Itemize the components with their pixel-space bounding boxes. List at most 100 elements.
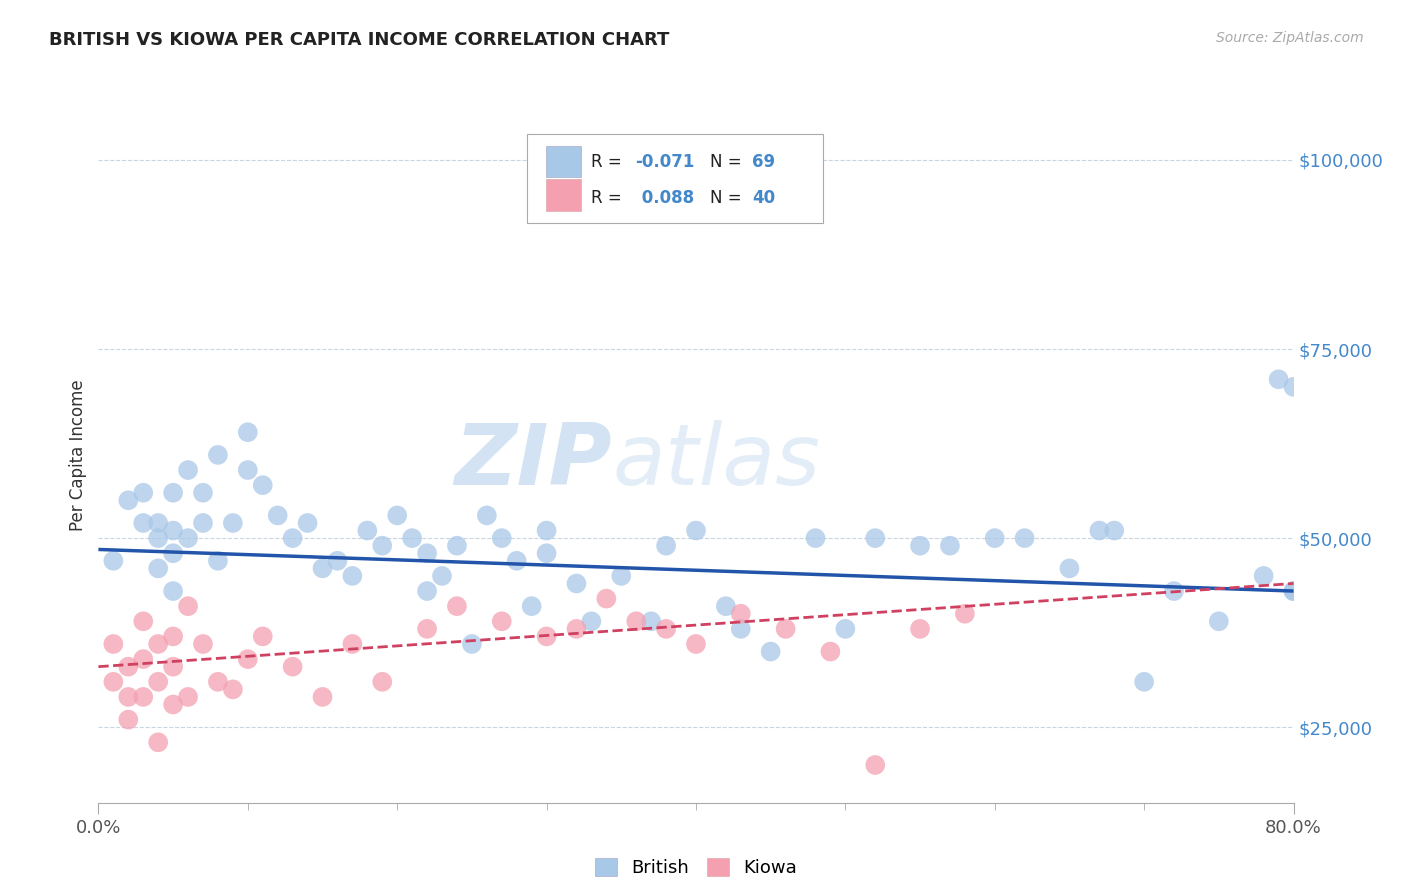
Point: [177, 690, 200, 704]
Point: [103, 554, 125, 568]
Text: 69: 69: [752, 153, 775, 171]
Point: [1208, 615, 1230, 629]
Point: [162, 524, 184, 538]
Point: [624, 615, 647, 629]
Point: [536, 629, 558, 643]
Y-axis label: Per Capita Income: Per Capita Income: [69, 379, 87, 531]
Point: [103, 674, 125, 689]
Point: [162, 659, 184, 673]
Point: [371, 539, 394, 553]
Point: [655, 622, 678, 636]
Point: [103, 637, 125, 651]
Point: [416, 584, 439, 599]
Point: [401, 531, 423, 545]
Point: [655, 539, 678, 553]
Point: [714, 599, 737, 614]
Point: [252, 629, 274, 643]
Point: [939, 539, 962, 553]
Point: [908, 539, 931, 553]
Point: [908, 622, 931, 636]
Point: [685, 637, 707, 651]
Point: [865, 531, 887, 545]
Text: 0.088: 0.088: [636, 189, 693, 208]
Point: [475, 508, 498, 523]
Point: [162, 698, 184, 712]
Point: [775, 622, 797, 636]
Point: [236, 652, 259, 666]
Point: [1253, 569, 1275, 583]
Point: [222, 516, 245, 530]
Point: [804, 531, 827, 545]
Point: [148, 674, 170, 689]
Point: [207, 554, 229, 568]
Point: [520, 599, 543, 614]
Text: R =: R =: [591, 153, 627, 171]
Text: -0.071: -0.071: [636, 153, 695, 171]
Point: [236, 425, 259, 440]
Point: [342, 637, 364, 651]
Point: [595, 591, 617, 606]
Point: [297, 516, 319, 530]
Point: [132, 652, 155, 666]
Point: [177, 463, 200, 477]
Point: [117, 690, 139, 704]
Point: [326, 554, 349, 568]
Text: N =: N =: [710, 189, 747, 208]
Point: [207, 448, 229, 462]
Point: [640, 615, 662, 629]
Text: N =: N =: [710, 153, 747, 171]
Point: [356, 524, 378, 538]
Text: R =: R =: [591, 189, 627, 208]
Point: [820, 644, 842, 658]
Point: [148, 735, 170, 749]
Point: [565, 622, 588, 636]
Text: Source: ZipAtlas.com: Source: ZipAtlas.com: [1216, 31, 1364, 45]
Legend: British, Kiowa: British, Kiowa: [588, 850, 804, 884]
Point: [132, 690, 155, 704]
Point: [983, 531, 1005, 545]
Point: [461, 637, 484, 651]
Point: [759, 644, 782, 658]
Point: [148, 516, 170, 530]
Point: [1282, 584, 1305, 599]
Point: [252, 478, 274, 492]
Point: [430, 569, 453, 583]
Point: [222, 682, 245, 697]
Point: [191, 637, 214, 651]
Point: [236, 463, 259, 477]
Point: [207, 674, 229, 689]
Point: [371, 674, 394, 689]
Point: [446, 599, 468, 614]
Point: [281, 531, 304, 545]
Point: [1104, 524, 1126, 538]
Point: [267, 508, 290, 523]
Point: [581, 615, 603, 629]
Point: [148, 561, 170, 575]
Point: [117, 493, 139, 508]
Point: [685, 524, 707, 538]
Text: 40: 40: [752, 189, 775, 208]
Point: [148, 531, 170, 545]
Point: [117, 713, 139, 727]
Point: [148, 637, 170, 651]
Point: [834, 622, 856, 636]
Point: [132, 485, 155, 500]
Point: [536, 546, 558, 560]
Point: [1059, 561, 1081, 575]
Point: [446, 539, 468, 553]
Point: [1133, 674, 1156, 689]
Point: [132, 516, 155, 530]
Point: [132, 615, 155, 629]
Point: [730, 607, 752, 621]
Point: [865, 758, 887, 772]
Point: [385, 508, 409, 523]
Point: [491, 531, 513, 545]
Point: [565, 576, 588, 591]
Point: [117, 659, 139, 673]
Point: [1014, 531, 1036, 545]
Point: [1088, 524, 1111, 538]
Point: [1267, 372, 1289, 386]
Point: [506, 554, 529, 568]
Point: [162, 485, 184, 500]
Point: [416, 546, 439, 560]
